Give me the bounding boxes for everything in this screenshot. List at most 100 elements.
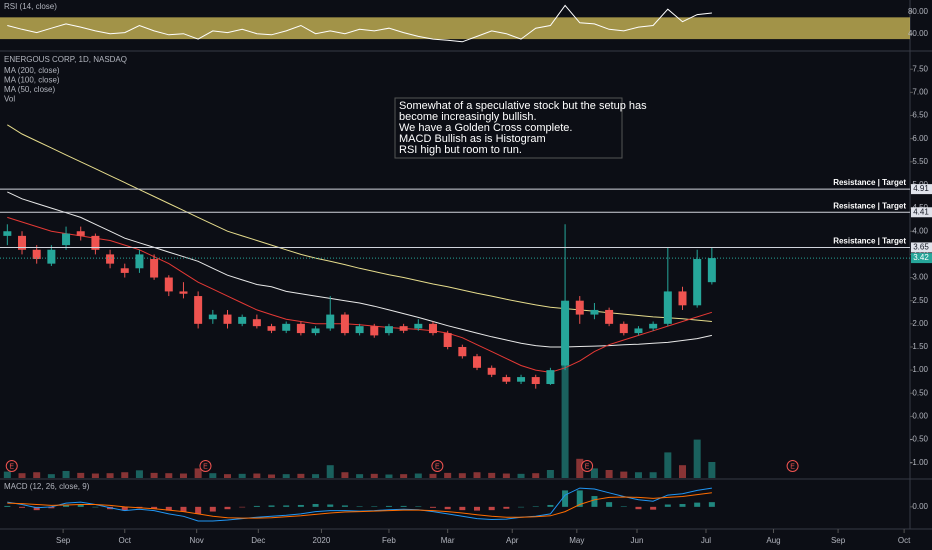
candle-body (76, 231, 85, 236)
macd-histogram (444, 506, 451, 510)
candle-body (282, 323, 291, 331)
y-tick-label: -1.00 (910, 458, 929, 467)
volume-bar (47, 474, 55, 478)
rsi-line (7, 4, 712, 43)
resistance-label: Resistance | Target (833, 201, 906, 210)
macd-histogram (576, 490, 583, 507)
volume-bar (238, 473, 246, 478)
x-tick-label: May (569, 536, 584, 545)
y-tick-label: 1.50 (912, 342, 928, 351)
macd-histogram (19, 506, 26, 508)
macd-histogram (195, 506, 202, 514)
candle-body (252, 319, 261, 327)
macd-histogram (606, 502, 613, 507)
macd-histogram (532, 506, 539, 507)
x-tick-label: Sep (56, 536, 71, 545)
volume-bar (429, 473, 437, 478)
rsi-title: RSI (14, close) (4, 2, 57, 11)
volume-bar (62, 470, 70, 478)
macd-histogram (297, 504, 304, 507)
volume-bar (620, 471, 628, 478)
candle-body (164, 277, 173, 292)
volume-bar (546, 470, 554, 478)
candle-body (605, 309, 614, 324)
y-tick-label: 0.00 (912, 412, 928, 421)
y-tick-label: 2.50 (912, 296, 928, 305)
volume-bar (414, 473, 422, 478)
earnings-marker (786, 460, 799, 472)
x-tick-label: Dec (251, 536, 265, 545)
candle-body (487, 367, 496, 375)
volume-bar (693, 439, 701, 478)
macd-histogram (92, 506, 99, 508)
macd-histogram (547, 504, 554, 507)
candle-body (355, 326, 364, 334)
x-tick-label: Apr (506, 536, 519, 545)
candle-body (311, 328, 320, 334)
y-tick-label: 0.50 (912, 388, 928, 397)
earnings-label: E (9, 463, 14, 470)
macd-title: MACD (12, 26, close, 9) (4, 482, 90, 491)
resistance-label: Resistance | Target (833, 237, 906, 246)
symbol-header: ENERGOUS CORP, 1D, NASDAQ (4, 55, 127, 64)
volume-bar (473, 472, 481, 478)
volume-bar (312, 474, 320, 478)
volume-bar (224, 474, 231, 478)
price-tag (911, 207, 932, 218)
last-price-label: 3.42 (913, 253, 929, 262)
volume-bar (356, 474, 364, 478)
volume-bar (502, 473, 510, 478)
rsi-tick-label: 80.00 (908, 7, 929, 16)
volume-bar (209, 473, 217, 478)
candle-body (619, 323, 628, 334)
macd-histogram (694, 502, 701, 507)
volume-bar (91, 473, 99, 478)
candle-body (590, 309, 599, 315)
macd-histogram (385, 505, 392, 507)
annotation-line: MACD Bullish as is Histogram (399, 133, 546, 145)
rsi-band (0, 17, 910, 40)
macd-histogram (518, 506, 525, 508)
candle-body (208, 314, 217, 320)
signal-line (7, 492, 712, 519)
annotation-line: become increasingly bullish. (399, 111, 537, 123)
volume-bar (106, 473, 114, 478)
indicator-legend: MA (50, close) (4, 85, 55, 94)
volume-bar (385, 474, 393, 478)
candle-body (238, 316, 247, 324)
price-tag (911, 184, 932, 195)
volume-bar (165, 473, 173, 478)
volume-bar (488, 472, 496, 478)
candle-body (326, 314, 335, 329)
volume-bar (708, 462, 716, 478)
volume-bar (370, 473, 378, 478)
candle-body (443, 333, 452, 347)
macd-histogram (209, 506, 216, 512)
earnings-marker (5, 460, 18, 472)
price-tag-label: 4.91 (913, 184, 929, 193)
macd-histogram (488, 506, 495, 511)
candle-body (399, 326, 408, 331)
price-tag-label: 3.65 (913, 243, 929, 252)
volume-bar (253, 473, 261, 478)
macd-histogram (356, 506, 363, 507)
candle-body (707, 258, 716, 283)
candle-body (458, 346, 467, 357)
macd-histogram (268, 505, 275, 507)
y-tick-label: 1.00 (912, 365, 928, 374)
macd-histogram (4, 505, 11, 507)
x-tick-label: Feb (382, 536, 396, 545)
candle-body (18, 235, 27, 250)
y-tick-label: 3.00 (912, 273, 928, 282)
macd-histogram (283, 505, 290, 507)
macd-histogram (253, 505, 260, 507)
candle-body (663, 291, 672, 324)
y-tick-label: 5.50 (912, 157, 928, 166)
macd-histogram (239, 506, 246, 508)
volume-bar (18, 473, 26, 478)
candle-body (194, 296, 203, 324)
annotation-line: RSI high but room to run. (399, 144, 522, 156)
macd-tick-label: 0.00 (912, 502, 928, 511)
volume-bar (77, 472, 85, 478)
macd-histogram (620, 506, 627, 507)
